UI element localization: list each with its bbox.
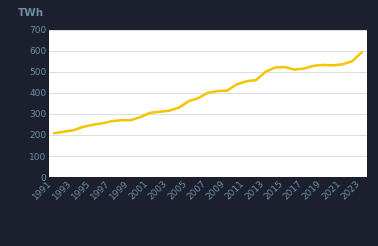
Text: TWh: TWh <box>17 8 43 18</box>
